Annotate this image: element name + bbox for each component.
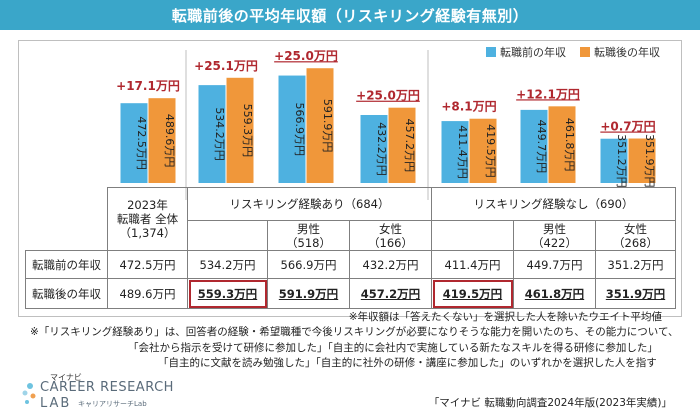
logo-lab: LAB	[40, 396, 72, 411]
note-4: 「自主的に文献を読み勉強した」「自主的に社外の研修・講座に参加した」のいずれかを…	[158, 357, 657, 369]
row-after-cell: 461.8万円	[513, 278, 596, 309]
header-overall-line1: 2023年	[127, 198, 168, 212]
note-2: ※「リスキリング経験あり」は、回答者の経験・希望職種で今後リスキリングが必要にな…	[30, 326, 679, 338]
row-after-cell: 457.2万円	[349, 278, 432, 309]
header-female-without-label: 女性	[624, 221, 647, 236]
diff-label: +25.0万円	[274, 49, 338, 63]
bar-label-before: 432.2万円	[375, 122, 388, 176]
bar-after	[469, 118, 497, 183]
bar-label-before: 411.4万円	[456, 125, 469, 179]
header-male-with-label: 男性	[297, 221, 320, 236]
row-before-cell: 432.2万円	[349, 250, 432, 279]
header-female-with: 女性 （166）	[349, 220, 432, 251]
logo-mark-icon	[22, 383, 36, 404]
bar-before	[278, 75, 306, 183]
legend-label-after: 転職後の年収	[594, 46, 660, 59]
row-after-cell: 489.6万円	[107, 278, 188, 309]
diff-label: +8.1万円	[441, 100, 496, 114]
row-after-value: 591.9万円	[278, 286, 339, 301]
note-1: ※年収額は「答えたくない」を選択した人を除いたウエイト平均値	[348, 311, 662, 323]
header-male-without: 男性 （422）	[513, 220, 596, 251]
header-overall-line3: （1,374）	[119, 226, 176, 240]
row-before-cell: 566.9万円	[267, 250, 350, 279]
row-before-cell: 449.7万円	[513, 250, 596, 279]
bar-label-after: 559.3万円	[241, 104, 254, 158]
row-before-label: 転職前の年収	[25, 250, 108, 279]
row-after-value: 457.2万円	[360, 286, 421, 301]
row-before-cell: 472.5万円	[107, 250, 188, 279]
legend-item-before: 転職前の年収	[486, 44, 566, 60]
row-after-cell-highlight: 419.5万円	[431, 278, 514, 309]
bar-after	[548, 106, 576, 183]
row-after-value: 419.5万円	[442, 286, 503, 301]
header-male-with-n: （518）	[286, 235, 331, 250]
legend-label-before: 転職前の年収	[500, 46, 566, 59]
bar-label-before: 472.5万円	[135, 116, 148, 170]
row-after-label: 転職後の年収	[25, 278, 108, 309]
header-male-with: 男性 （518）	[267, 220, 350, 251]
header-male-without-label: 男性	[543, 221, 566, 236]
logo-kana: キャリアリサーチLab	[78, 400, 147, 408]
header-group-without: リスキリング経験なし（690）	[431, 187, 676, 221]
header-male-without-n: （422）	[532, 235, 577, 250]
bar-label-before: 449.7万円	[535, 120, 548, 174]
bar-before	[198, 85, 226, 183]
header-female-with-n: （166）	[368, 235, 413, 250]
row-before-cell: 351.2万円	[595, 250, 676, 279]
row-before-cell: 534.2万円	[187, 250, 268, 279]
logo-small: マイナビ	[50, 373, 82, 382]
header-without-total	[431, 220, 514, 251]
source-credit: 「マイナビ 転職動向調査2024年版(2023年実績)」	[428, 397, 672, 409]
bar-after	[388, 107, 416, 183]
diff-label: +12.1万円	[516, 87, 580, 101]
bar-before	[360, 114, 388, 183]
header-female-without: 女性 （268）	[595, 220, 676, 251]
bar-after	[306, 68, 334, 183]
row-after-cell: 591.9万円	[267, 278, 350, 309]
row-after-cell-highlight: 559.3万円	[187, 278, 268, 309]
bar-label-after: 457.2万円	[403, 119, 416, 173]
bar-chart: 472.5万円 489.6万円 +17.1万円 534.2万円 559.3万円 +25.1…	[116, 49, 656, 200]
table-corner-2	[26, 221, 108, 251]
bar-label-after: 591.9万円	[321, 99, 334, 153]
note-3: 「会社から指示を受けて研修に参加した」「自主的に会社内で実施している新たなスキル…	[128, 342, 658, 354]
data-table: 2023年 転職者 全体 （1,374） リスキリング経験あり（684） リスキ…	[25, 187, 676, 309]
bar-label-before: 351.2万円	[615, 134, 628, 188]
legend: 転職前の年収 転職後の年収	[486, 44, 660, 60]
header-with-total	[187, 220, 268, 251]
header-overall: 2023年 転職者 全体 （1,374）	[107, 187, 188, 251]
bar-label-after: 489.6万円	[163, 114, 176, 168]
bar-label-after: 351.9万円	[643, 134, 656, 188]
row-after-value: 461.8万円	[524, 286, 585, 301]
bar-before	[120, 103, 148, 183]
header-overall-line2: 転職者 全体	[116, 212, 179, 226]
legend-swatch-before	[486, 47, 496, 57]
table-corner	[26, 188, 108, 221]
diff-label: +25.1万円	[194, 59, 258, 73]
row-after-value: 351.9万円	[605, 286, 666, 301]
diff-label: +25.0万円	[356, 89, 420, 103]
bar-after	[226, 77, 254, 183]
diff-label: +0.7万円	[600, 120, 655, 134]
bar-label-after: 419.5万円	[484, 124, 497, 178]
row-before-cell: 411.4万円	[431, 250, 514, 279]
logo-big: CAREER RESEARCH	[40, 380, 174, 395]
legend-swatch-after	[580, 47, 590, 57]
header-female-with-label: 女性	[379, 221, 402, 236]
bar-after	[628, 138, 656, 183]
legend-item-after: 転職後の年収	[580, 44, 660, 60]
chart-title: 転職前後の平均年収額（リスキリング経験有無別）	[0, 0, 700, 30]
bar-label-after: 461.8万円	[563, 118, 576, 172]
header-group-with: リスキリング経験あり（684）	[187, 187, 432, 221]
row-after-cell: 351.9万円	[595, 278, 676, 309]
bar-before	[520, 109, 548, 183]
bar-before	[441, 121, 469, 183]
header-female-without-n: （268）	[613, 235, 658, 250]
diff-label: +17.1万円	[116, 79, 180, 93]
row-after-value: 559.3万円	[197, 286, 258, 301]
bar-after	[148, 98, 176, 183]
bar-label-before: 566.9万円	[293, 103, 306, 157]
bar-before	[600, 138, 628, 183]
bar-label-before: 534.2万円	[213, 107, 226, 161]
